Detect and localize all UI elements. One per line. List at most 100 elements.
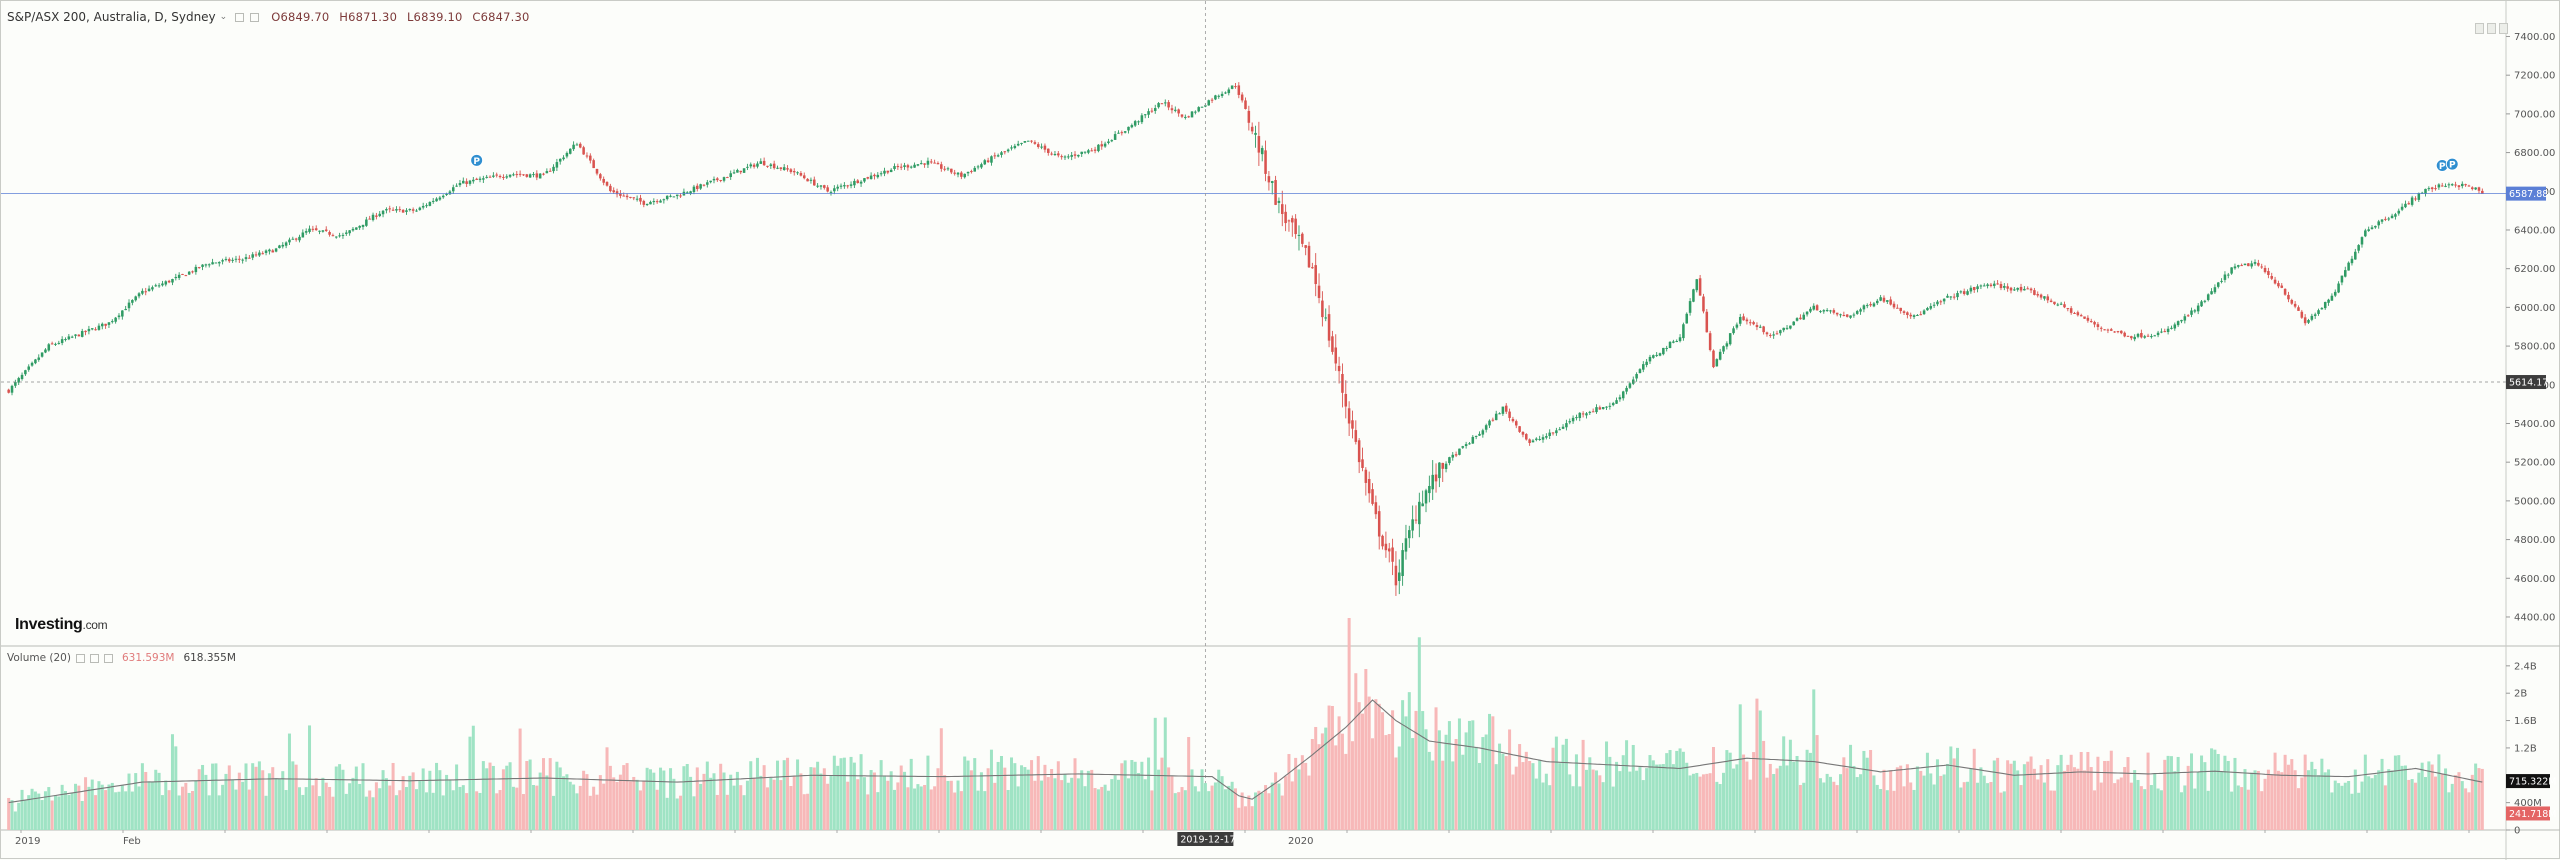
volume-bar xyxy=(2387,769,2391,830)
volume-tick-label: 1.2B xyxy=(2514,743,2537,754)
settings-icon[interactable] xyxy=(235,12,245,22)
candle xyxy=(980,162,983,169)
volume-bar xyxy=(1935,759,1939,830)
volume-bar xyxy=(451,790,455,830)
candle xyxy=(1337,356,1341,384)
candle xyxy=(1618,394,1622,402)
candle xyxy=(836,184,839,192)
candle xyxy=(1003,151,1007,155)
candle xyxy=(1013,143,1017,150)
volume-bar xyxy=(2313,769,2317,830)
volume-bar xyxy=(1735,764,1739,830)
candle xyxy=(1428,475,1431,503)
candle xyxy=(1678,334,1682,343)
candle xyxy=(20,372,24,381)
volume-bar xyxy=(796,759,800,830)
candle xyxy=(672,196,676,198)
candle xyxy=(1040,143,1043,150)
volume-bar xyxy=(224,773,228,830)
candle xyxy=(1090,147,1094,152)
volume-bar xyxy=(542,758,546,830)
candle xyxy=(2079,313,2083,317)
volume-bar xyxy=(919,786,923,830)
volume-title[interactable]: Volume (20) xyxy=(7,652,71,664)
volume-bar xyxy=(344,793,348,830)
volume-bar xyxy=(1280,795,1284,830)
candle xyxy=(291,236,295,240)
candle xyxy=(545,168,549,174)
volume-bar xyxy=(2430,764,2434,830)
volume-bar xyxy=(1160,757,1164,830)
candle xyxy=(2019,283,2023,293)
volume-bar xyxy=(411,772,415,830)
candle xyxy=(2300,309,2304,319)
eye-icon[interactable] xyxy=(75,653,85,663)
symbol-title[interactable]: S&P/ASX 200, Australia, D, Sydney xyxy=(7,10,216,24)
dividend-marker[interactable]: P xyxy=(2445,157,2459,171)
volume-bar xyxy=(2393,755,2397,830)
candle xyxy=(1214,94,1217,101)
volume-bar xyxy=(90,779,94,830)
candle xyxy=(2039,293,2043,300)
volume-bar xyxy=(1528,760,1532,830)
candle xyxy=(1377,505,1381,550)
volume-bar xyxy=(1277,783,1281,830)
scale-auto-icon[interactable] xyxy=(2475,23,2484,34)
volume-bar xyxy=(1828,776,1832,830)
candle xyxy=(2063,301,2066,309)
dividend-marker[interactable]: P xyxy=(470,153,484,167)
volume-bar xyxy=(2243,769,2247,830)
volume-bar xyxy=(2434,776,2438,830)
volume-bar xyxy=(2123,767,2127,830)
volume-bar xyxy=(1113,775,1117,830)
volume-bar xyxy=(2303,754,2307,830)
candle xyxy=(2089,318,2093,323)
volume-bar xyxy=(1167,767,1171,830)
dividend-marker[interactable]: P xyxy=(2435,158,2449,172)
volume-bar xyxy=(154,769,158,830)
volume-bar xyxy=(1030,760,1034,830)
volume-bar xyxy=(1748,779,1752,830)
candle xyxy=(635,195,639,202)
scale-percent-icon[interactable] xyxy=(2499,23,2508,34)
volume-bar xyxy=(1564,738,1568,830)
candle xyxy=(1799,314,1802,320)
volume-bar xyxy=(565,774,569,830)
volume-bar xyxy=(2173,771,2177,830)
candle xyxy=(147,285,151,292)
volume-bar xyxy=(1063,773,1067,830)
volume-bar xyxy=(2397,755,2401,830)
volume-bar xyxy=(1501,753,1505,830)
candle xyxy=(1902,310,1906,316)
volume-bar xyxy=(448,779,452,830)
candle xyxy=(759,158,763,164)
volume-bar xyxy=(1591,769,1595,830)
volume-bar xyxy=(1825,773,1829,830)
candle xyxy=(2026,286,2029,290)
volume-bar xyxy=(1705,773,1709,830)
candle xyxy=(34,358,37,365)
volume-bar xyxy=(70,792,74,830)
settings-icon[interactable] xyxy=(89,653,99,663)
volume-bar xyxy=(1915,766,1919,830)
volume-bar xyxy=(1949,746,1953,830)
volume-tick-label: 2B xyxy=(2514,689,2527,700)
candle xyxy=(1180,114,1184,119)
chevron-down-icon[interactable]: ⌄ xyxy=(219,12,228,22)
volume-bar xyxy=(1885,790,1889,830)
candle xyxy=(2180,319,2183,324)
volume-bar xyxy=(1367,696,1371,830)
volume-bar xyxy=(157,772,161,830)
volume-bar xyxy=(762,765,766,830)
close-icon[interactable] xyxy=(103,653,113,663)
candle xyxy=(358,225,361,230)
volume-bar xyxy=(1822,782,1826,830)
volume-bar xyxy=(909,758,913,830)
volume-bar xyxy=(2373,774,2377,830)
volume-bar xyxy=(1337,716,1341,830)
close-icon[interactable] xyxy=(250,12,260,22)
candle xyxy=(675,194,679,200)
scale-log-icon[interactable] xyxy=(2487,23,2496,34)
candle xyxy=(50,341,54,345)
